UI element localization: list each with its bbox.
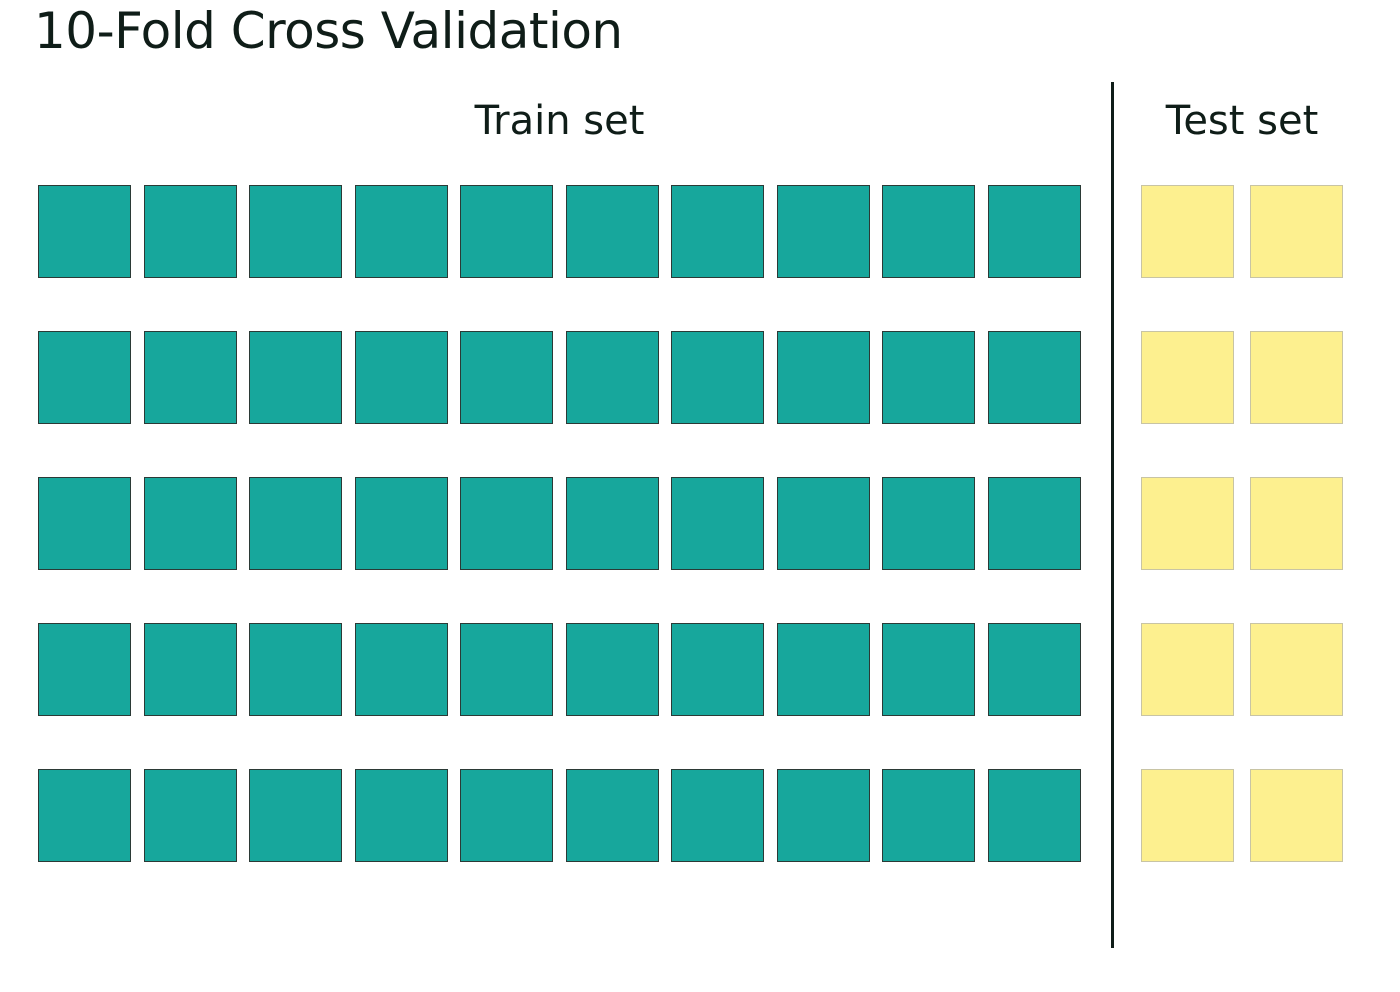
train-block [354, 185, 448, 278]
train-block [776, 623, 870, 716]
train-block [671, 477, 764, 570]
train-block [987, 185, 1081, 278]
test-set-label: Test set [1165, 98, 1319, 144]
train-block [38, 769, 131, 862]
train-block [249, 477, 342, 570]
train-block [882, 623, 975, 716]
train-block [460, 477, 553, 570]
train-block [776, 331, 870, 424]
train-block [882, 331, 975, 424]
train-block [249, 331, 342, 424]
test-block [1250, 331, 1343, 424]
train-block [671, 623, 764, 716]
train-block [249, 185, 342, 278]
train-block [987, 477, 1081, 570]
train-block [882, 769, 975, 862]
diagram-title: 10-Fold Cross Validation [34, 2, 623, 60]
train-block [671, 769, 764, 862]
test-block [1141, 185, 1234, 278]
train-block [460, 623, 553, 716]
test-block [1141, 623, 1234, 716]
train-block [143, 769, 237, 862]
train-block [987, 769, 1081, 862]
train-block [354, 477, 448, 570]
train-set-label: Train set [474, 98, 645, 144]
train-block [565, 185, 659, 278]
test-block [1250, 477, 1343, 570]
train-block [354, 623, 448, 716]
train-block [460, 185, 553, 278]
train-block [249, 623, 342, 716]
test-block [1250, 185, 1343, 278]
train-block [565, 769, 659, 862]
train-block [143, 185, 237, 278]
train-block [565, 623, 659, 716]
train-block [882, 185, 975, 278]
train-test-divider [1111, 82, 1114, 948]
train-block [354, 331, 448, 424]
train-block [460, 769, 553, 862]
train-block [143, 623, 237, 716]
train-block [987, 331, 1081, 424]
train-block [38, 185, 131, 278]
train-block [987, 623, 1081, 716]
train-block [143, 331, 237, 424]
train-block [776, 769, 870, 862]
test-block [1250, 769, 1343, 862]
train-block [38, 331, 131, 424]
test-block [1250, 623, 1343, 716]
train-block [38, 477, 131, 570]
train-block [249, 769, 342, 862]
train-block [460, 331, 553, 424]
test-block [1141, 769, 1234, 862]
train-block [38, 623, 131, 716]
test-block [1141, 477, 1234, 570]
train-block [354, 769, 448, 862]
train-block [671, 331, 764, 424]
train-block [882, 477, 975, 570]
train-block [565, 477, 659, 570]
train-block [776, 185, 870, 278]
test-block [1141, 331, 1234, 424]
train-block [671, 185, 764, 278]
train-block [776, 477, 870, 570]
train-block [143, 477, 237, 570]
train-block [565, 331, 659, 424]
